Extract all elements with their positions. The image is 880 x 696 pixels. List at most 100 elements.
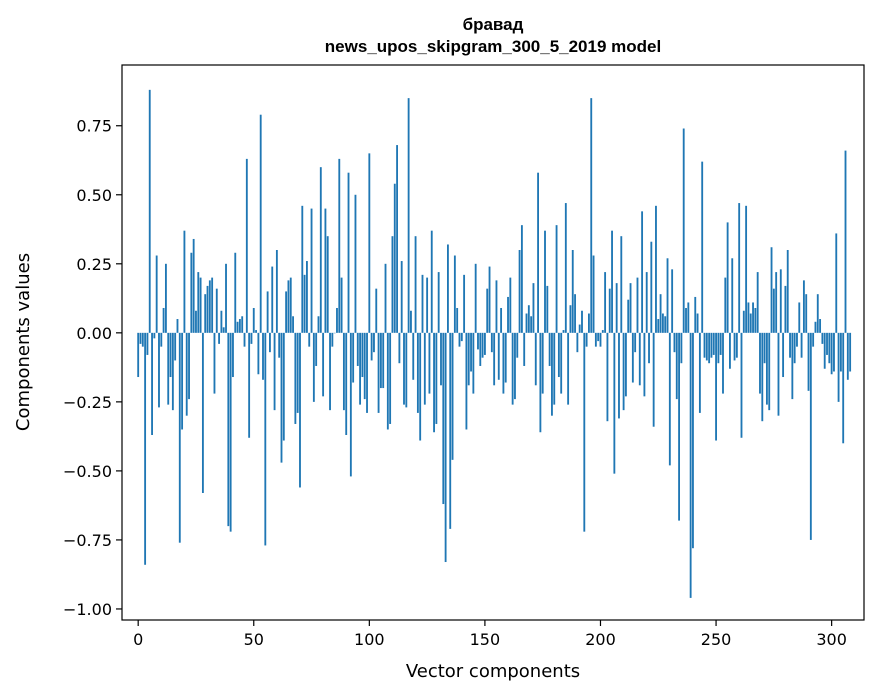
bar-228 <box>664 316 667 333</box>
bar-155 <box>495 280 498 333</box>
bar-29 <box>204 294 207 333</box>
x-axis-ticks: 0 50 100 150 200 250 300 <box>133 620 847 649</box>
bar-163 <box>514 332 516 400</box>
bar-245 <box>703 332 706 358</box>
bar-134 <box>447 244 449 333</box>
plot-frame <box>121 64 865 621</box>
bar-101 <box>370 332 373 361</box>
bar-50 <box>252 307 255 333</box>
bar-211 <box>624 332 627 397</box>
bar-271 <box>763 332 766 364</box>
bar-175 <box>541 332 544 394</box>
bar-250 <box>715 332 717 441</box>
bar-304 <box>839 332 842 372</box>
bar-38 <box>225 263 227 333</box>
chart-title-line-2: news_upos_skipgram_300_5_2019 model <box>325 37 661 56</box>
bar-68 <box>294 332 297 424</box>
bar-196 <box>590 98 593 333</box>
bar-153 <box>490 332 493 353</box>
bar-58 <box>271 266 274 333</box>
y-tick-label: 0.50 <box>76 186 112 205</box>
bar-182 <box>557 332 560 378</box>
bar-273 <box>768 332 771 411</box>
bar-124 <box>423 332 426 405</box>
bar-41 <box>232 332 234 378</box>
bar-161 <box>509 277 512 333</box>
y-tick-label: 0.75 <box>76 117 112 136</box>
bar-70 <box>299 332 301 488</box>
bar-180 <box>553 332 556 405</box>
bar-46 <box>243 332 246 347</box>
bar-274 <box>770 247 773 333</box>
bar-256 <box>729 332 731 369</box>
bar-171 <box>532 283 535 333</box>
bar-193 <box>583 332 586 532</box>
bar-281 <box>786 250 789 333</box>
x-axis-label: Vector components <box>406 661 580 682</box>
bar-14 <box>169 332 172 378</box>
bar-53 <box>259 114 262 333</box>
bar-247 <box>708 332 711 364</box>
bar-152 <box>488 266 491 333</box>
bar-116 <box>405 332 408 408</box>
x-tick-label: 200 <box>585 630 616 649</box>
bar-233 <box>675 332 678 400</box>
bar-157 <box>500 307 503 333</box>
bar-120 <box>414 236 417 333</box>
bar-219 <box>643 332 646 397</box>
bar-260 <box>738 203 741 333</box>
bar-39 <box>227 332 230 527</box>
bar-9 <box>158 332 160 408</box>
bar-143 <box>467 332 470 386</box>
bar-129 <box>435 332 438 424</box>
bar-69 <box>296 332 299 413</box>
bar-220 <box>645 272 648 333</box>
y-axis-label: Components values <box>13 253 34 431</box>
bar-187 <box>569 305 572 333</box>
bar-164 <box>516 332 519 358</box>
bar-212 <box>627 299 630 333</box>
bar-234 <box>678 332 680 521</box>
bar-307 <box>846 332 849 380</box>
bar-80 <box>322 332 325 397</box>
bar-109 <box>389 332 392 424</box>
bar-308 <box>849 332 852 372</box>
bar-141 <box>463 274 466 333</box>
bar-278 <box>779 269 782 333</box>
bar-255 <box>726 222 729 333</box>
bar-186 <box>567 332 570 405</box>
bar-218 <box>641 211 644 333</box>
bar-22 <box>188 332 190 400</box>
bar-24 <box>192 238 195 333</box>
bar-8 <box>155 255 158 333</box>
bar-78 <box>317 316 320 333</box>
bar-32 <box>211 277 214 333</box>
bar-295 <box>819 319 822 333</box>
bar-202 <box>604 272 607 333</box>
bar-113 <box>398 332 401 364</box>
y-tick-label: −1.00 <box>63 600 112 619</box>
bar-45 <box>241 316 244 333</box>
x-tick-label: 0 <box>133 630 143 649</box>
bar-209 <box>620 236 623 333</box>
bar-96 <box>359 332 362 405</box>
bar-146 <box>474 263 477 333</box>
bar-47 <box>245 158 248 333</box>
bar-241 <box>694 296 697 333</box>
bar-92 <box>349 332 352 477</box>
chart-title-line-1: бравад <box>463 15 524 34</box>
bar-253 <box>722 332 724 394</box>
bar-66 <box>289 277 292 333</box>
bar-170 <box>530 316 533 333</box>
bar-57 <box>269 332 271 353</box>
bar-42 <box>234 252 237 333</box>
bar-302 <box>835 233 838 333</box>
bar-11 <box>162 307 165 333</box>
bar-15 <box>171 332 174 411</box>
bar-107 <box>384 263 387 333</box>
bar-72 <box>303 274 306 333</box>
bar-179 <box>551 332 553 416</box>
bar-154 <box>493 332 496 386</box>
bar-114 <box>400 261 403 333</box>
